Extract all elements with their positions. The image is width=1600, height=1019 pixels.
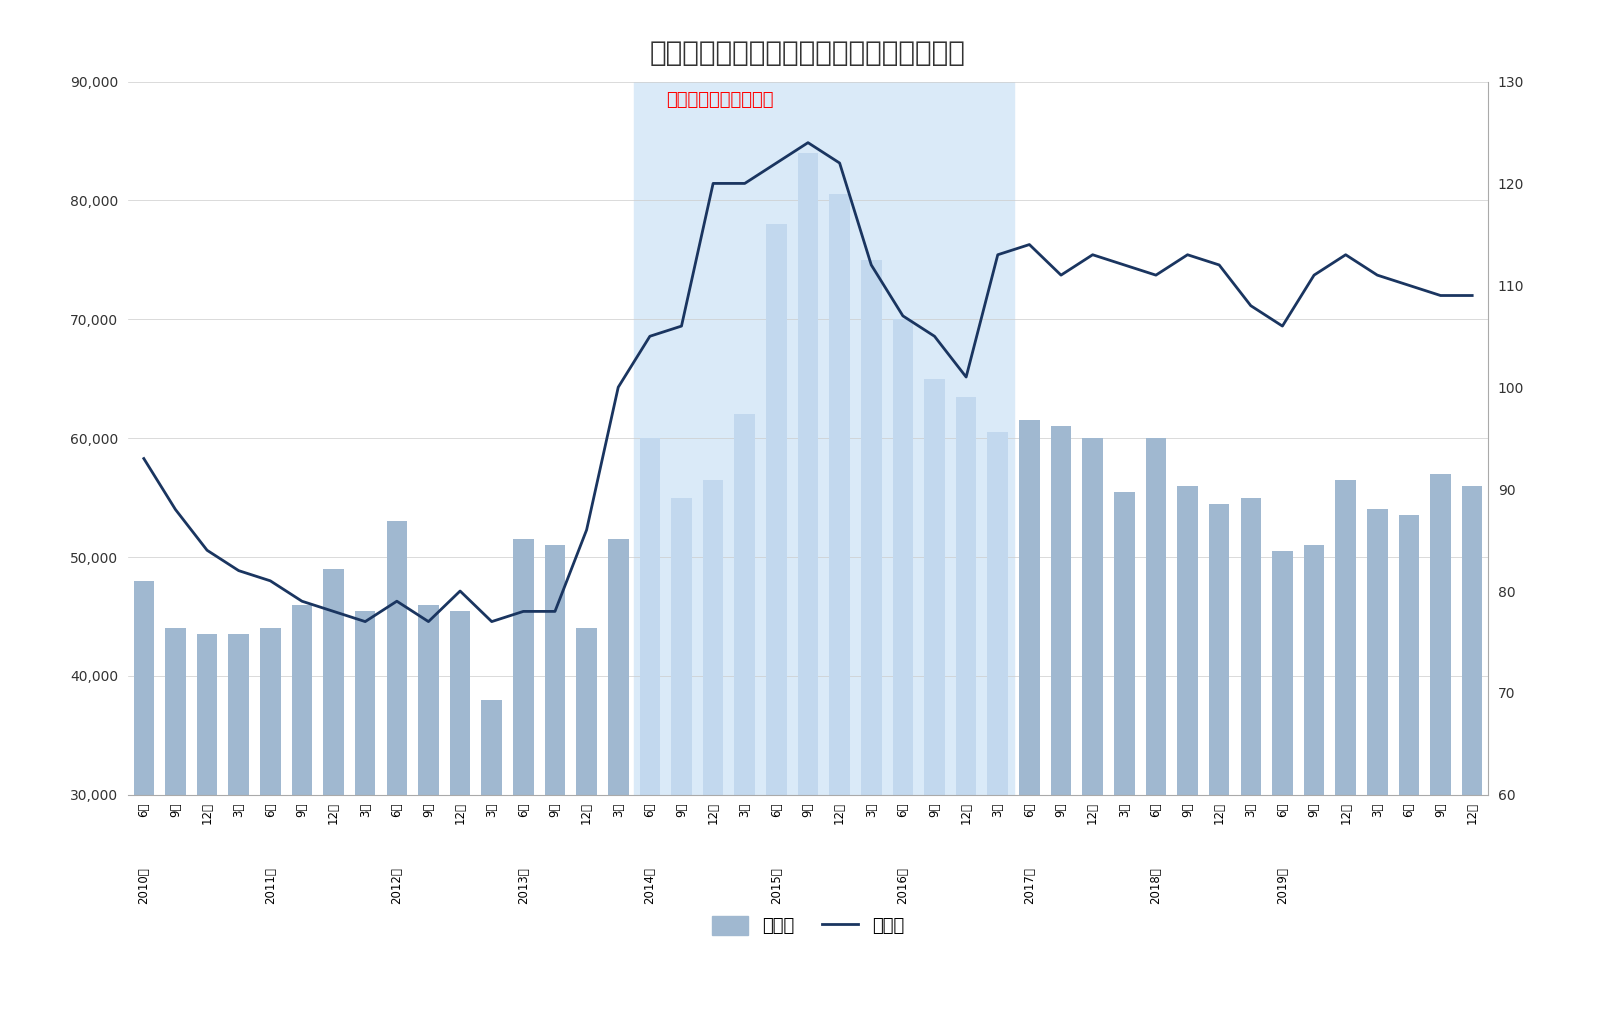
Text: 2010年: 2010年 xyxy=(138,867,150,904)
Bar xyxy=(1210,503,1229,1019)
Bar xyxy=(640,438,661,1019)
Text: 2019年: 2019年 xyxy=(1275,867,1290,904)
Bar xyxy=(355,610,376,1019)
Text: 2015年: 2015年 xyxy=(770,867,782,904)
Title: 訪日外国人買物代（左軸）ドル円（右軸）: 訪日外国人買物代（左軸）ドル円（右軸） xyxy=(650,39,966,66)
Bar xyxy=(165,629,186,1019)
Bar xyxy=(634,82,1013,795)
Bar xyxy=(291,604,312,1019)
Bar xyxy=(418,604,438,1019)
Bar xyxy=(987,432,1008,1019)
Bar xyxy=(514,539,534,1019)
Bar xyxy=(576,629,597,1019)
Bar xyxy=(798,153,818,1019)
Bar xyxy=(955,396,976,1019)
Bar xyxy=(766,224,787,1019)
Bar xyxy=(482,700,502,1019)
Bar xyxy=(672,497,691,1019)
Bar xyxy=(702,480,723,1019)
Text: 2017年: 2017年 xyxy=(1022,867,1035,904)
Bar xyxy=(1336,480,1355,1019)
Text: 中国人観光客の爆買い: 中国人観光客の爆買い xyxy=(666,92,773,109)
Bar xyxy=(1240,497,1261,1019)
Bar xyxy=(893,319,914,1019)
Bar xyxy=(544,545,565,1019)
Bar xyxy=(608,539,629,1019)
Text: 2013年: 2013年 xyxy=(517,867,530,904)
Text: 2014年: 2014年 xyxy=(643,867,656,904)
Bar xyxy=(387,522,406,1019)
Bar xyxy=(261,629,280,1019)
Bar xyxy=(1051,426,1072,1019)
Bar xyxy=(323,569,344,1019)
Bar xyxy=(1430,474,1451,1019)
Bar xyxy=(1146,438,1166,1019)
Bar xyxy=(829,195,850,1019)
Bar xyxy=(925,379,944,1019)
Bar xyxy=(1272,551,1293,1019)
Bar xyxy=(734,415,755,1019)
Bar xyxy=(1462,486,1483,1019)
Bar xyxy=(1082,438,1102,1019)
Text: 2012年: 2012年 xyxy=(390,867,403,904)
Bar xyxy=(1114,491,1134,1019)
Bar xyxy=(1398,516,1419,1019)
Legend: 買物代, ドル円: 買物代, ドル円 xyxy=(704,909,912,943)
Bar xyxy=(1366,510,1387,1019)
Bar xyxy=(1019,420,1040,1019)
Bar xyxy=(133,581,154,1019)
Text: 2016年: 2016年 xyxy=(896,867,909,904)
Text: 2011年: 2011年 xyxy=(264,867,277,904)
Bar xyxy=(197,634,218,1019)
Text: 2018年: 2018年 xyxy=(1149,867,1163,904)
Bar xyxy=(861,260,882,1019)
Bar xyxy=(229,634,250,1019)
Bar xyxy=(450,610,470,1019)
Bar xyxy=(1304,545,1325,1019)
Bar xyxy=(1178,486,1198,1019)
